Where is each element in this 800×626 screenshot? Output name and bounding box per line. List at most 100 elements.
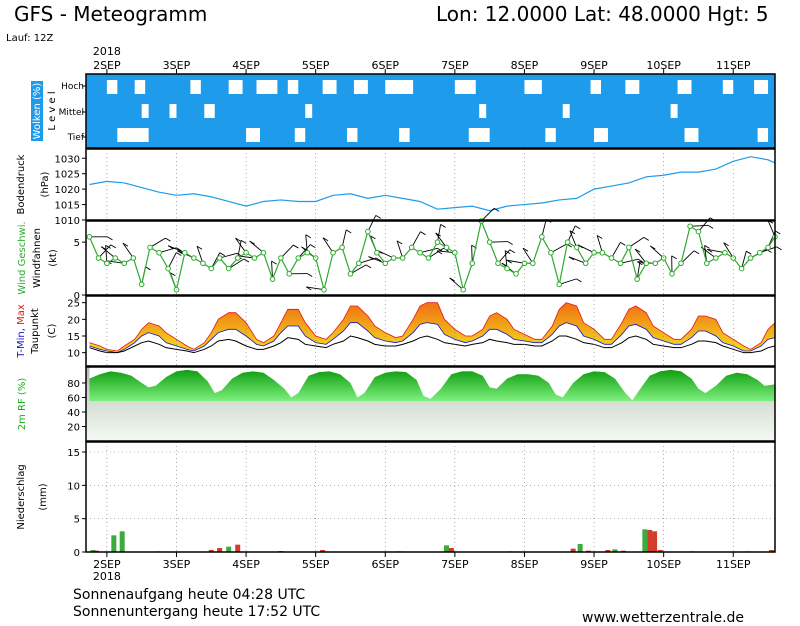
cloud-gap <box>723 80 733 94</box>
wind-speed-point <box>96 256 101 261</box>
wind-speed-point <box>366 229 371 234</box>
x-tick-label-top: 10SEP <box>646 59 681 72</box>
temperature-ylabel: T-Min, Max <box>16 304 27 359</box>
y-tick-label: 10 <box>67 349 80 360</box>
cloud-gap <box>591 80 601 94</box>
wind-speed-point <box>217 256 222 261</box>
x-tick-label-top: 8SEP <box>511 59 539 72</box>
cloud-gap <box>563 104 570 118</box>
wind-speed-point <box>453 250 458 255</box>
wind-speed-point <box>583 261 588 266</box>
wind-speed-point <box>166 266 171 271</box>
y-tick-label: 20 <box>67 315 80 326</box>
y-tick-label: 40 <box>67 408 80 419</box>
wind-barb-feather <box>575 226 580 229</box>
x-tick-label-top: 5SEP <box>302 59 330 72</box>
wind-barb-feather <box>107 237 112 240</box>
wind-speed-point <box>644 261 649 266</box>
cloud-gap <box>524 80 541 94</box>
wind-speed-point <box>557 282 562 287</box>
wind-speed-point <box>514 272 519 277</box>
x-tick-label-bottom: 9SEP <box>580 558 608 571</box>
wind-speed-point <box>244 250 249 255</box>
cloud-level-label: Tief <box>67 133 85 143</box>
wind-speed-point <box>87 235 92 240</box>
wind-speed-point <box>296 256 301 261</box>
wind-barb-feather <box>310 245 315 248</box>
wind-barb-feather <box>694 251 699 254</box>
cloud-gap <box>671 104 678 118</box>
cloud-gap <box>190 80 200 94</box>
precip-bar <box>111 535 116 552</box>
wind-speed-point <box>461 287 466 292</box>
wind-speed-point <box>688 224 693 229</box>
cloud-gap <box>385 80 413 94</box>
wind-speed-point <box>331 250 336 255</box>
wind-speed-point <box>252 256 257 261</box>
cloud-gap <box>347 128 357 142</box>
wind-speed-point <box>148 245 153 250</box>
wind-speed-point <box>618 261 623 266</box>
pressure-ylabel: Bodendruck <box>16 154 27 214</box>
precipitation-panel-frame <box>86 442 775 552</box>
wind-speed-point <box>201 261 206 266</box>
wind-speed-point <box>139 282 144 287</box>
wind-barb-feather <box>307 274 312 277</box>
y-tick-label: 5 <box>74 238 80 249</box>
wind-speed-point <box>600 250 605 255</box>
precip-bar <box>235 545 240 552</box>
y-tick-label: 10 <box>67 481 80 492</box>
wind-speed-point <box>270 277 275 282</box>
wind-speed-point <box>540 235 545 240</box>
wind-speed-point <box>635 277 640 282</box>
x-tick-label-top: 7SEP <box>441 59 469 72</box>
cloud-gap <box>246 128 260 142</box>
cloud-gap <box>323 80 337 94</box>
wind-speed-point <box>444 245 449 250</box>
wind-barb-feather <box>508 242 513 245</box>
wind-barb-feather <box>293 245 298 248</box>
wind-speed-point <box>723 250 728 255</box>
x-tick-label-bottom: 7SEP <box>441 558 469 571</box>
wind-barb-feather <box>366 265 371 268</box>
wind-speed-point <box>714 256 719 261</box>
wind-barb-feather <box>306 235 311 238</box>
x-tick-label-top: 2SEP <box>93 59 121 72</box>
wind-barb-feather <box>220 253 225 256</box>
wind-speed-point <box>418 250 423 255</box>
wind-barb-feather <box>111 245 116 248</box>
wind-speed-point <box>426 256 431 261</box>
y-tick-label: 5 <box>74 515 80 526</box>
wind-speed-point <box>670 272 675 277</box>
wind-barb-feather <box>505 251 510 254</box>
precip-bar <box>444 545 449 552</box>
cloud-gap <box>204 104 214 118</box>
cloud-gap <box>625 80 639 94</box>
precip-unit: (mm) <box>38 483 49 510</box>
sunrise-text: Sonnenaufgang heute 04:28 UTC <box>73 587 305 603</box>
cloud-gap <box>455 80 476 94</box>
wind-barb-feather <box>346 230 351 233</box>
wind-speed-point <box>322 287 327 292</box>
y-tick-label: 25 <box>67 299 80 310</box>
year-label-bottom: 2018 <box>93 570 121 583</box>
cloud-gap <box>758 128 768 142</box>
cloud-gap <box>117 128 148 142</box>
y-tick-label: 1030 <box>55 154 80 165</box>
y-tick-label: 20 <box>67 422 80 433</box>
wind-speed-point <box>435 240 440 245</box>
wind-speed-point <box>391 256 396 261</box>
wind-speed-point <box>496 261 501 266</box>
wind-speed-point <box>113 256 118 261</box>
cloud-gap <box>685 128 699 142</box>
x-tick-label-bottom: 3SEP <box>163 558 191 571</box>
wind-speed-point <box>609 256 614 261</box>
wind-speed-point <box>157 250 162 255</box>
wind-speed-point <box>757 250 762 255</box>
y-tick-label: 60 <box>67 393 80 404</box>
x-tick-label-top: 9SEP <box>580 59 608 72</box>
wind-speed-point <box>209 266 214 271</box>
cloud-ylabel: Wolken (%) <box>32 83 43 140</box>
cloud-gap <box>305 104 312 118</box>
